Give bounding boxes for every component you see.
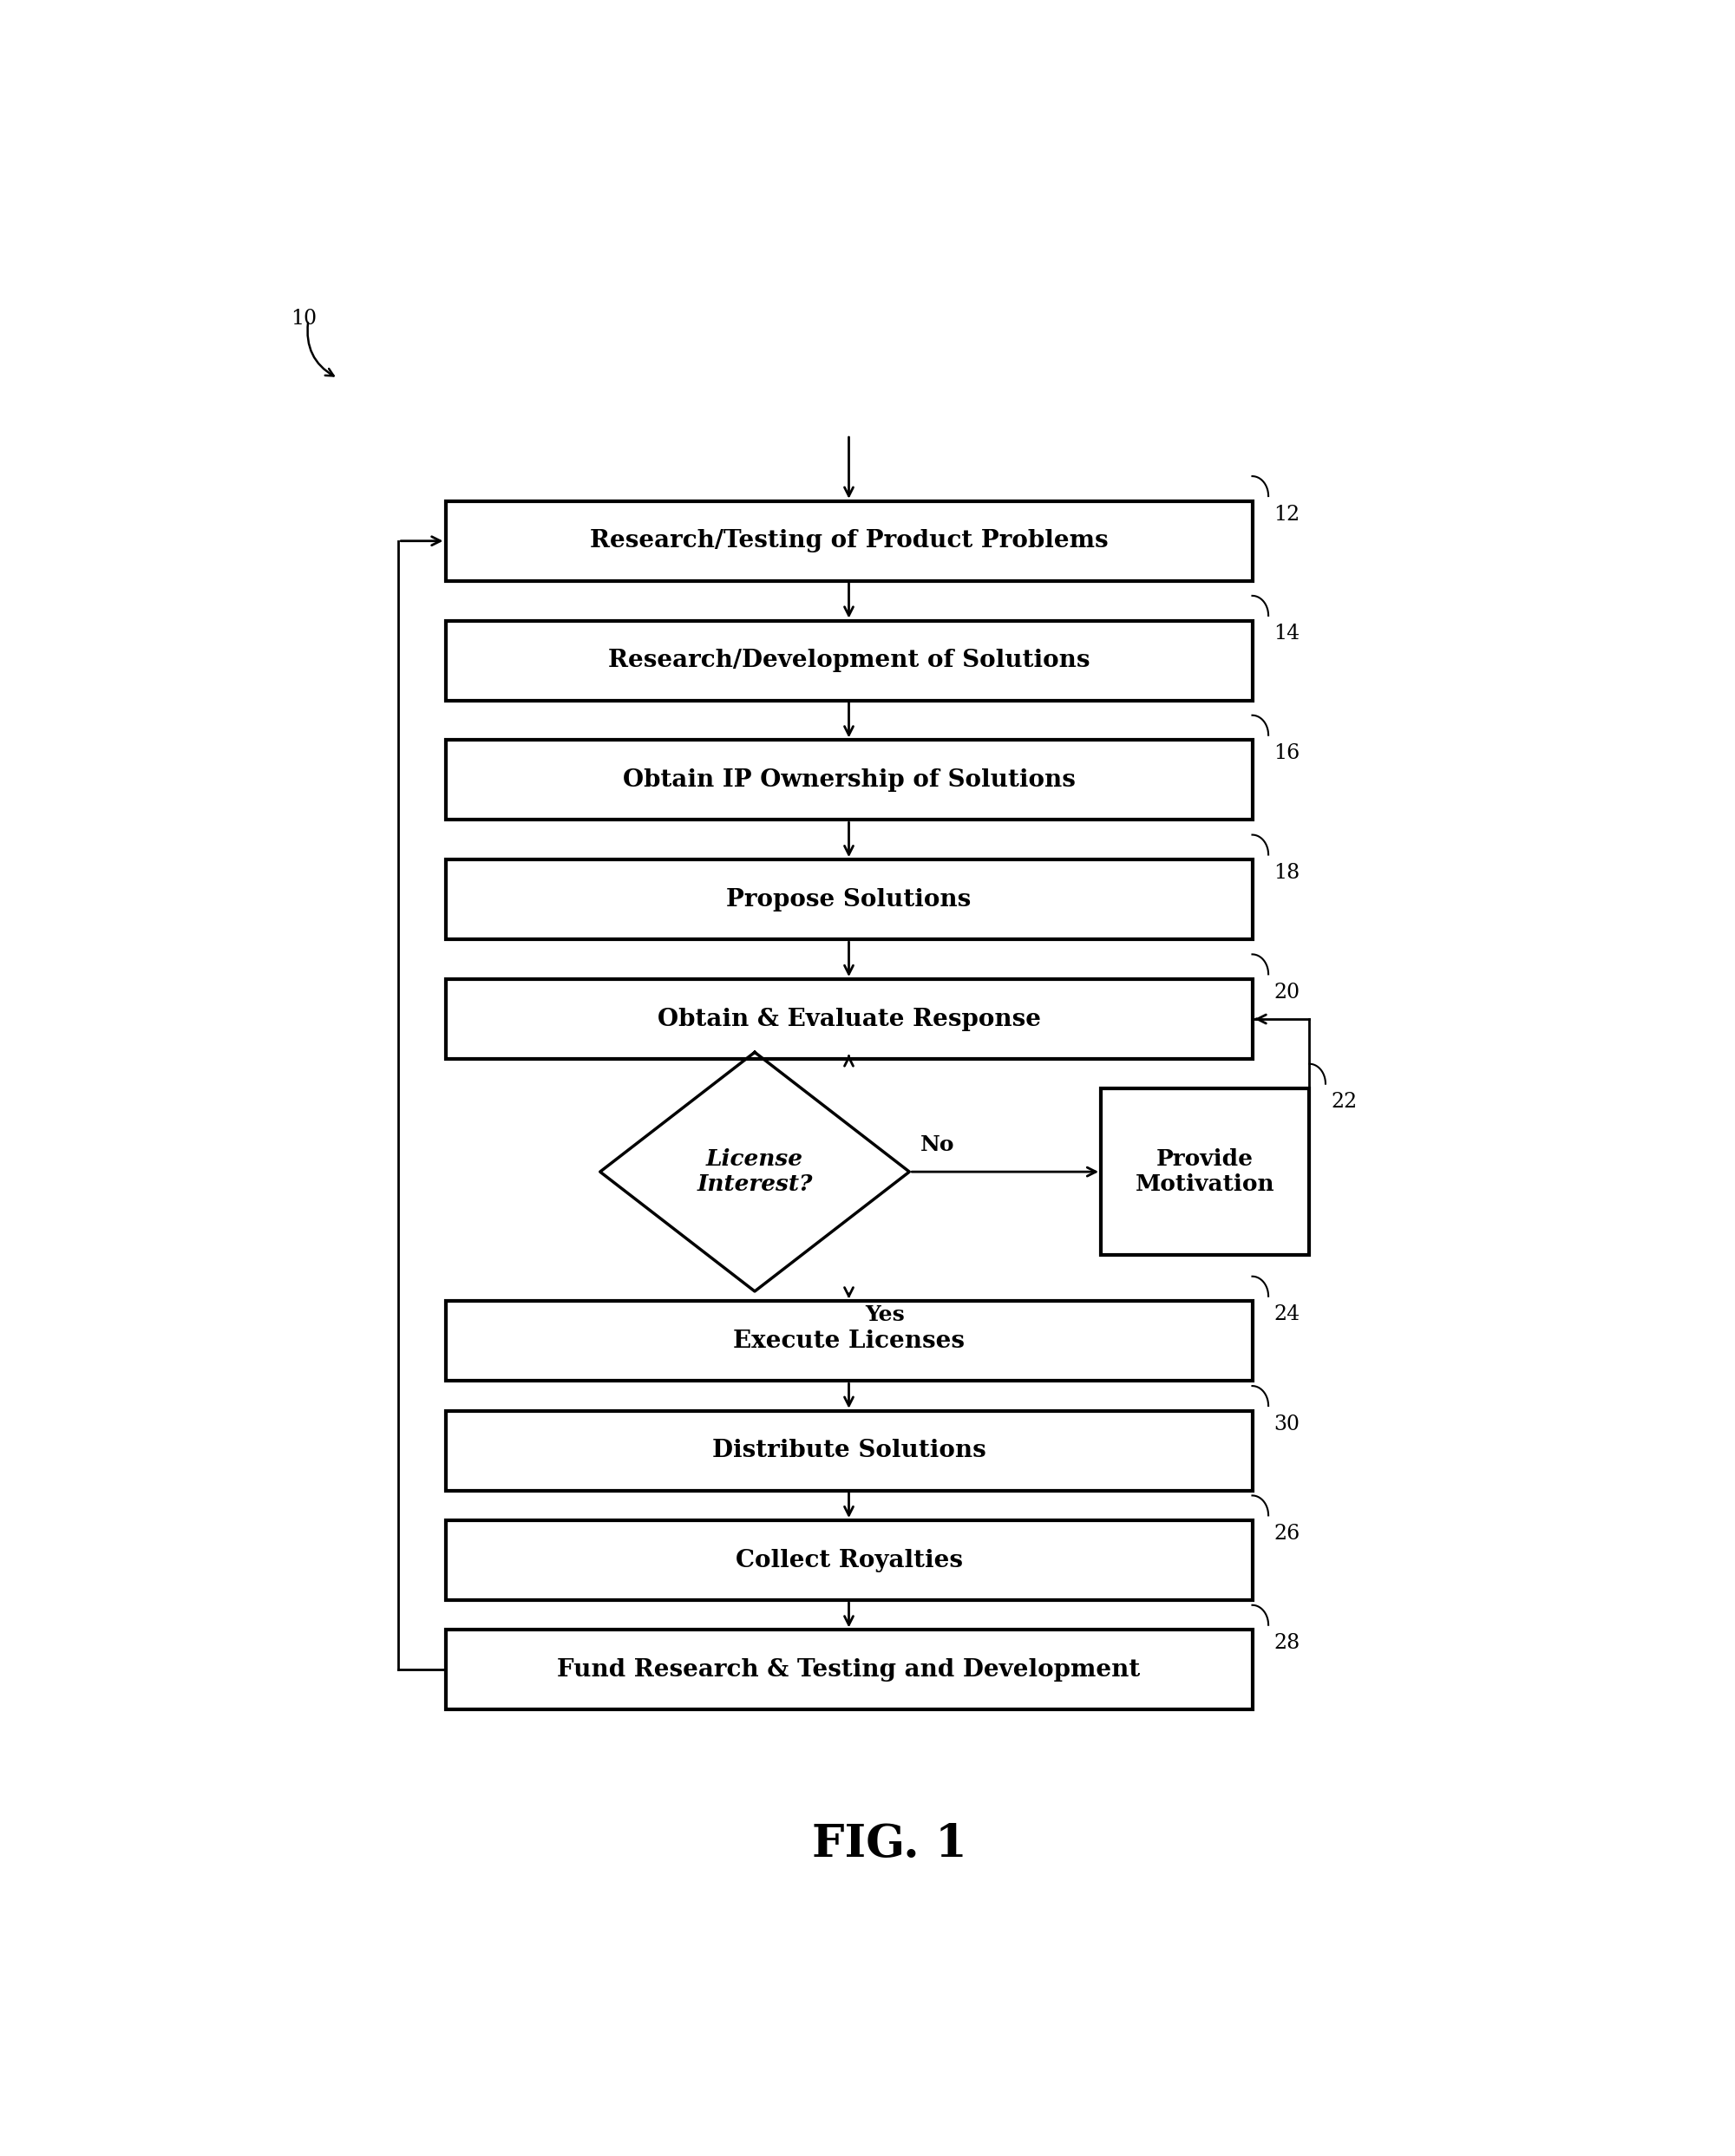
FancyBboxPatch shape [446, 1520, 1253, 1600]
Text: Obtain & Evaluate Response: Obtain & Evaluate Response [658, 1007, 1041, 1031]
Text: Fund Research & Testing and Development: Fund Research & Testing and Development [557, 1658, 1140, 1682]
Text: License
Interest?: License Interest? [697, 1149, 812, 1194]
Text: Provide
Motivation: Provide Motivation [1135, 1149, 1275, 1194]
Text: 30: 30 [1273, 1414, 1300, 1434]
Text: Collect Royalties: Collect Royalties [736, 1548, 963, 1572]
FancyBboxPatch shape [446, 860, 1253, 940]
FancyBboxPatch shape [446, 500, 1253, 580]
Text: Yes: Yes [866, 1304, 904, 1326]
Text: No: No [920, 1134, 954, 1156]
Text: FIG. 1: FIG. 1 [812, 1822, 966, 1867]
FancyBboxPatch shape [446, 1410, 1253, 1490]
Text: 28: 28 [1273, 1634, 1300, 1654]
Text: Research/Testing of Product Problems: Research/Testing of Product Problems [590, 528, 1109, 552]
FancyBboxPatch shape [446, 740, 1253, 819]
Text: 24: 24 [1273, 1304, 1300, 1324]
Text: Distribute Solutions: Distribute Solutions [711, 1438, 985, 1462]
Text: 16: 16 [1273, 744, 1300, 763]
FancyBboxPatch shape [446, 979, 1253, 1059]
FancyBboxPatch shape [446, 621, 1253, 701]
Text: 12: 12 [1273, 505, 1300, 524]
Text: 10: 10 [291, 308, 318, 328]
Text: 20: 20 [1273, 983, 1300, 1003]
FancyBboxPatch shape [446, 1302, 1253, 1382]
FancyBboxPatch shape [1102, 1089, 1310, 1255]
Text: 26: 26 [1273, 1524, 1300, 1544]
FancyBboxPatch shape [446, 1630, 1253, 1710]
Text: 18: 18 [1273, 862, 1300, 884]
Text: 22: 22 [1331, 1093, 1357, 1112]
Text: Execute Licenses: Execute Licenses [732, 1330, 965, 1352]
Text: Obtain IP Ownership of Solutions: Obtain IP Ownership of Solutions [623, 768, 1076, 791]
Text: Research/Development of Solutions: Research/Development of Solutions [607, 649, 1090, 673]
Text: Propose Solutions: Propose Solutions [727, 888, 972, 912]
Text: 14: 14 [1273, 623, 1300, 645]
